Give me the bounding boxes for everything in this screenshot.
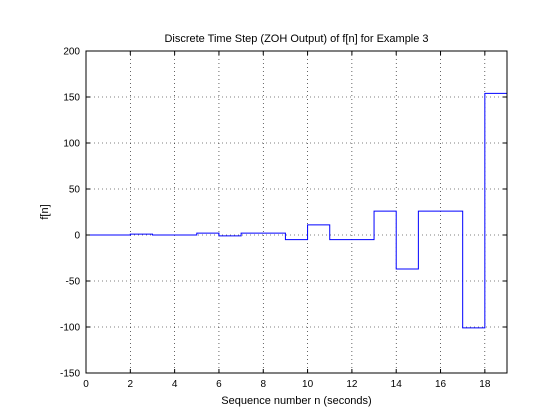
- tick-labels: 0 2 4 6 8 10 12 14 16 18 -150 -100 -50 0 50 100 150 200: [60, 47, 491, 391]
- y-tick-label: 200: [63, 47, 80, 58]
- x-tick-label: 18: [479, 379, 491, 390]
- x-tick-label: 12: [346, 379, 358, 390]
- y-tick-label: 0: [74, 231, 80, 242]
- y-axis-label: f[n]: [39, 204, 51, 219]
- y-tick-label: -100: [60, 323, 80, 334]
- x-tick-label: 8: [260, 379, 266, 390]
- grid: [86, 51, 507, 373]
- y-tick-label: -150: [60, 369, 80, 380]
- x-tick-label: 10: [302, 379, 314, 390]
- x-tick-label: 16: [435, 379, 447, 390]
- x-axis-label: Sequence number n (seconds): [221, 395, 371, 407]
- axes-box: [85, 50, 508, 374]
- x-tick-label: 4: [172, 379, 178, 390]
- ticks: [85, 50, 507, 374]
- series-layer: [86, 92, 507, 329]
- y-tick-label: 100: [63, 139, 80, 150]
- zoh-step-line: [86, 92, 507, 329]
- y-tick-label: 150: [63, 93, 80, 104]
- x-tick-label: 14: [391, 379, 403, 390]
- x-tick-label: 6: [216, 379, 222, 390]
- y-tick-label: 50: [69, 185, 81, 196]
- x-tick-label: 2: [128, 379, 134, 390]
- y-tick-label: -50: [66, 277, 81, 288]
- x-tick-label: 0: [83, 379, 89, 390]
- chart-title: Discrete Time Step (ZOH Output) of f[n] …: [164, 33, 428, 45]
